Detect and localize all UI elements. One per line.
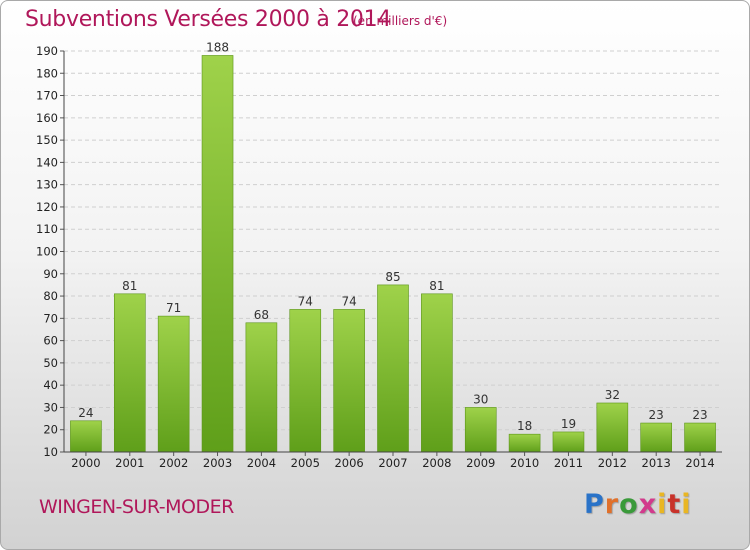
bar-value-label: 24 [78, 406, 93, 420]
bar [201, 55, 234, 453]
x-tick-label: 2012 [598, 456, 627, 470]
chart-subtitle: (en milliers d'€) [353, 14, 448, 28]
bar [70, 420, 102, 453]
y-tick-label: 140 [36, 155, 58, 169]
bar-value-label: 23 [692, 408, 707, 422]
bar-value-label: 85 [385, 270, 400, 284]
chart-title: Subventions Versées 2000 à 2014 [25, 7, 392, 32]
x-tick-label: 2001 [115, 456, 144, 470]
x-tick-label: 2005 [291, 456, 320, 470]
bar-value-label: 30 [473, 392, 488, 406]
bar [552, 431, 585, 453]
y-tick-label: 50 [43, 356, 58, 370]
y-tick-label: 90 [43, 267, 58, 281]
y-tick-label: 20 [43, 423, 58, 437]
bar-value-label: 19 [561, 417, 576, 431]
bar [464, 407, 497, 453]
y-tick-label: 180 [36, 66, 58, 80]
y-tick-label: 100 [36, 245, 58, 259]
y-tick-label: 110 [36, 222, 58, 236]
bar [640, 422, 673, 453]
axis-layer: 10 20 30 40 50 60 70 80 90 100 110 120 130 140 150 160 1… [36, 44, 722, 470]
bar [114, 293, 146, 453]
x-tick-label: 2003 [203, 456, 232, 470]
bar-value-label: 71 [166, 301, 181, 315]
x-tick-label: 2014 [685, 456, 714, 470]
bar-layer: 24 81 71 188 68 74 74 85 81 30 18 19 32 23 23 [70, 40, 716, 453]
bar-value-label: 18 [517, 419, 532, 433]
y-tick-label: 130 [36, 178, 58, 192]
proxiti-logo: Proxiti [584, 489, 692, 520]
bar [333, 309, 365, 453]
bar-value-label: 188 [206, 40, 229, 54]
bar [596, 402, 629, 453]
bar [421, 293, 453, 453]
y-tick-label: 30 [43, 400, 58, 414]
x-tick-label: 2010 [510, 456, 539, 470]
y-tick-label: 170 [36, 89, 58, 103]
x-tick-label: 2002 [159, 456, 188, 470]
y-tick-label: 190 [36, 44, 58, 58]
y-tick-label: 120 [36, 200, 58, 214]
x-tick-label: 2011 [554, 456, 583, 470]
x-tick-label: 2008 [422, 456, 451, 470]
bar [245, 322, 278, 453]
y-tick-label: 80 [43, 289, 58, 303]
bar [508, 433, 541, 453]
x-tick-label: 2007 [378, 456, 407, 470]
x-tick-label: 2000 [71, 456, 100, 470]
x-tick-label: 2013 [642, 456, 671, 470]
y-tick-label: 160 [36, 111, 58, 125]
bar [684, 422, 716, 453]
y-tick-label: 70 [43, 311, 58, 325]
bar-value-label: 81 [429, 279, 444, 293]
y-tick-label: 60 [43, 334, 58, 348]
bar-value-label: 74 [341, 294, 356, 308]
x-tick-label: 2009 [466, 456, 495, 470]
bar-value-label: 74 [298, 294, 313, 308]
bar [289, 309, 322, 453]
y-tick-label: 150 [36, 133, 58, 147]
bar-value-label: 32 [605, 388, 620, 402]
x-tick-label: 2006 [334, 456, 363, 470]
town-name: WINGEN-SUR-MODER [39, 496, 234, 518]
x-tick-label: 2004 [247, 456, 276, 470]
bar [157, 315, 190, 453]
bar-value-label: 23 [649, 408, 664, 422]
y-tick-label: 10 [43, 445, 58, 459]
bar-value-label: 68 [254, 308, 269, 322]
bar [377, 284, 409, 453]
y-tick-label: 40 [43, 378, 58, 392]
bar-value-label: 81 [122, 279, 137, 293]
